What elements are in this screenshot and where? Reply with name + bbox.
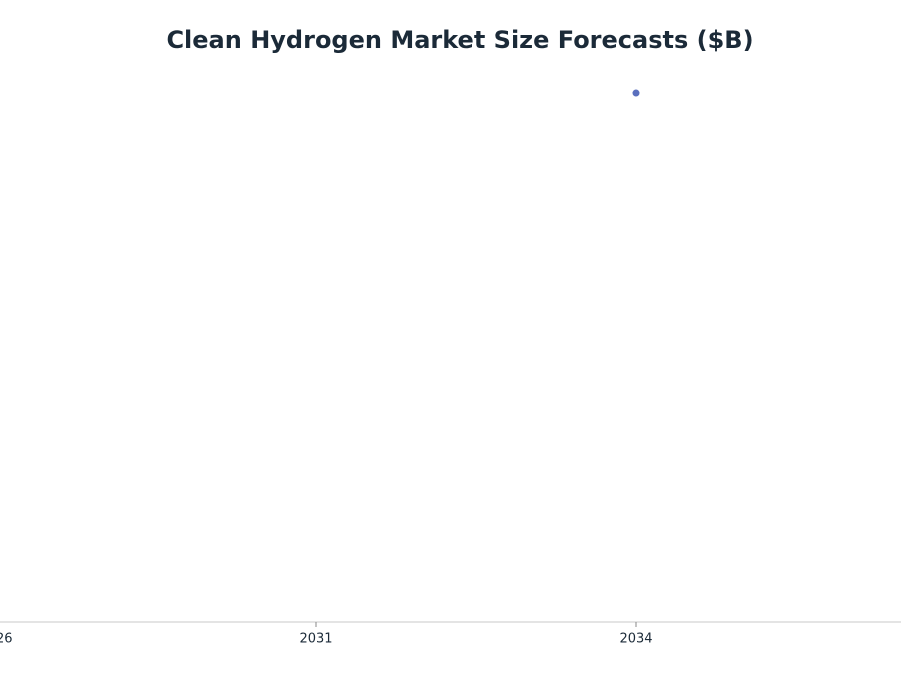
chart-title: Clean Hydrogen Market Size Forecasts ($B… [166,26,753,54]
x-tick-label: 2026 [0,632,13,647]
x-tick-label: 2031 [299,632,332,647]
point [632,89,640,97]
x-tick-label: 2034 [619,632,652,647]
